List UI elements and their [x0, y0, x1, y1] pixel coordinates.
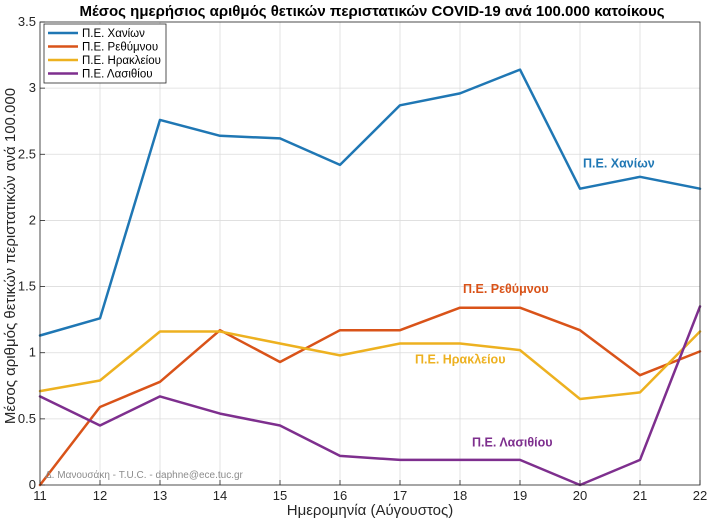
chart-title: Μέσος ημερήσιος αριθμός θετικών περιστατ… — [80, 3, 665, 20]
y-axis-label: Μέσος αριθμός θετικών περιστατικών ανά 1… — [2, 88, 19, 424]
x-tick-label: 20 — [573, 488, 587, 503]
y-tick-label: 3 — [29, 80, 36, 95]
x-tick-label: 18 — [453, 488, 467, 503]
x-tick-label: 21 — [633, 488, 647, 503]
series-annotation: Π.Ε. Χανίων — [583, 157, 655, 171]
series-line-3 — [38, 305, 702, 487]
series-line-1 — [38, 306, 702, 487]
series-line-0 — [38, 68, 702, 337]
y-tick-label: 1 — [29, 345, 36, 360]
x-tick-label: 16 — [333, 488, 347, 503]
series-annotation: Π.Ε. Λασιθίου — [472, 436, 553, 450]
legend-label: Π.Ε. Λασιθίου — [82, 69, 153, 81]
y-tick-label: 3.5 — [18, 14, 36, 29]
credit-text: Δ. Μανουσάκη - T.U.C. - daphne@ece.tuc.g… — [45, 469, 244, 481]
x-tick-label: 11 — [33, 488, 47, 503]
x-tick-label: 17 — [393, 488, 407, 503]
series-annotation: Π.Ε. Ρεθύμνου — [463, 282, 549, 296]
y-tick-label: 0 — [29, 477, 36, 492]
x-tick-label: 14 — [213, 488, 227, 503]
x-tick-label: 15 — [273, 488, 287, 503]
y-tick-label: 1.5 — [18, 279, 36, 294]
x-tick-label: 13 — [153, 488, 167, 503]
x-tick-label: 22 — [693, 488, 707, 503]
series-line-2 — [38, 330, 702, 401]
x-axis-label: Ημερομηνία (Αύγουστος) — [287, 502, 453, 519]
series-layer — [38, 68, 702, 487]
series-annotation: Π.Ε. Ηρακλείου — [415, 352, 505, 366]
x-tick-label: 12 — [93, 488, 107, 503]
y-tick-label: 2 — [29, 212, 36, 227]
plot-area — [40, 22, 700, 485]
axis-ticks: 11 12 13 14 15 16 17 18 19 20 21 22 0 0.5 1 1.5 2 2.5 3 3.5 — [18, 14, 707, 503]
y-tick-label: 2.5 — [18, 146, 36, 161]
legend-label: Π.Ε. Ηρακλείου — [82, 55, 161, 67]
plot-frame — [39, 21, 701, 486]
x-tick-label: 19 — [513, 488, 527, 503]
legend-label: Π.Ε. Ρεθύμνου — [82, 42, 158, 54]
series-annotations: Π.Ε. Χανίων Π.Ε. Ρεθύμνου Π.Ε. Ηρακλείου Π.… — [415, 157, 655, 450]
legend-label: Π.Ε. Χανίων — [82, 28, 145, 40]
y-tick-label: 0.5 — [18, 411, 36, 426]
